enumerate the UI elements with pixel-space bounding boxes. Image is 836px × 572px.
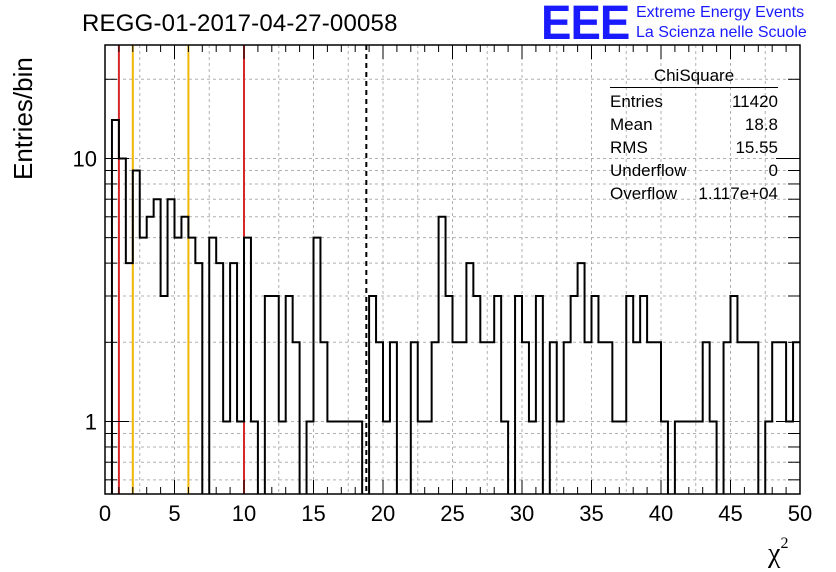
y-tick-label: 1 <box>85 409 97 434</box>
stats-label: RMS <box>610 138 648 157</box>
x-axis-label-superscript: 2 <box>780 534 789 552</box>
stats-row-overflow: Overflow 1.117e+04 <box>610 182 778 205</box>
eee-logo: EEE <box>541 0 630 50</box>
stats-label: Underflow <box>610 161 687 180</box>
x-axis-label: χ2 <box>768 534 789 570</box>
histogram-series <box>110 119 800 494</box>
stats-rows: Entries 11420 Mean 18.8 RMS 15.55 Underflow 0 Ov… <box>610 90 778 205</box>
histogram-title: REGG-01-2017-04-27-00058 <box>82 10 398 37</box>
x-tick-label: 45 <box>718 501 742 526</box>
x-tick-label: 5 <box>168 501 180 526</box>
x-tick-label: 25 <box>440 501 464 526</box>
stats-label: Entries <box>610 92 663 111</box>
stats-row-entries: Entries 11420 <box>610 90 778 113</box>
stats-row-underflow: Underflow 0 <box>610 159 778 182</box>
stats-row-rms: RMS 15.55 <box>610 136 778 159</box>
x-axis-label-base: χ <box>768 538 781 569</box>
x-tick-label: 15 <box>301 501 325 526</box>
stats-value: 1.117e+04 <box>698 184 778 203</box>
stats-header: ChiSquare <box>610 66 778 88</box>
x-tick-label: 20 <box>371 501 395 526</box>
stats-box: ChiSquare Entries 11420 Mean 18.8 RMS 15.55 Un… <box>610 66 778 205</box>
stats-value: 0 <box>768 161 778 180</box>
stats-value: 15.55 <box>735 138 778 157</box>
x-tick-label: 40 <box>649 501 673 526</box>
stats-label: Mean <box>610 115 653 134</box>
stats-row-mean: Mean 18.8 <box>610 113 778 136</box>
stats-label: Overflow <box>610 184 678 203</box>
x-tick-label: 35 <box>579 501 603 526</box>
x-tick-label: 10 <box>232 501 256 526</box>
x-tick-label: 30 <box>510 501 534 526</box>
stats-value: 11420 <box>731 92 778 111</box>
stats-value: 18.8 <box>744 115 778 134</box>
x-tick-label: 50 <box>788 501 812 526</box>
logo-line-1: Extreme Energy Events <box>636 4 805 21</box>
x-tick-label: 0 <box>99 501 111 526</box>
y-tick-label: 10 <box>73 146 97 171</box>
logo-line-2: La Scienza nelle Scuole <box>636 24 807 41</box>
